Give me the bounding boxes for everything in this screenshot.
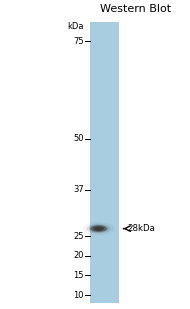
Text: Western Blot: Western Blot <box>100 4 171 14</box>
Text: 25: 25 <box>74 232 84 241</box>
Text: 50: 50 <box>74 134 84 143</box>
Bar <box>90 22 119 303</box>
Ellipse shape <box>90 225 107 232</box>
Ellipse shape <box>89 225 108 233</box>
Text: kDa: kDa <box>67 22 84 31</box>
Text: 28kDa: 28kDa <box>128 224 156 233</box>
Ellipse shape <box>93 226 104 231</box>
Ellipse shape <box>95 227 102 230</box>
Text: 20: 20 <box>74 252 84 260</box>
Ellipse shape <box>86 224 111 234</box>
Text: 10: 10 <box>74 290 84 299</box>
Text: 75: 75 <box>73 37 84 46</box>
Text: 15: 15 <box>74 271 84 280</box>
Ellipse shape <box>82 222 115 235</box>
Text: 37: 37 <box>73 185 84 194</box>
